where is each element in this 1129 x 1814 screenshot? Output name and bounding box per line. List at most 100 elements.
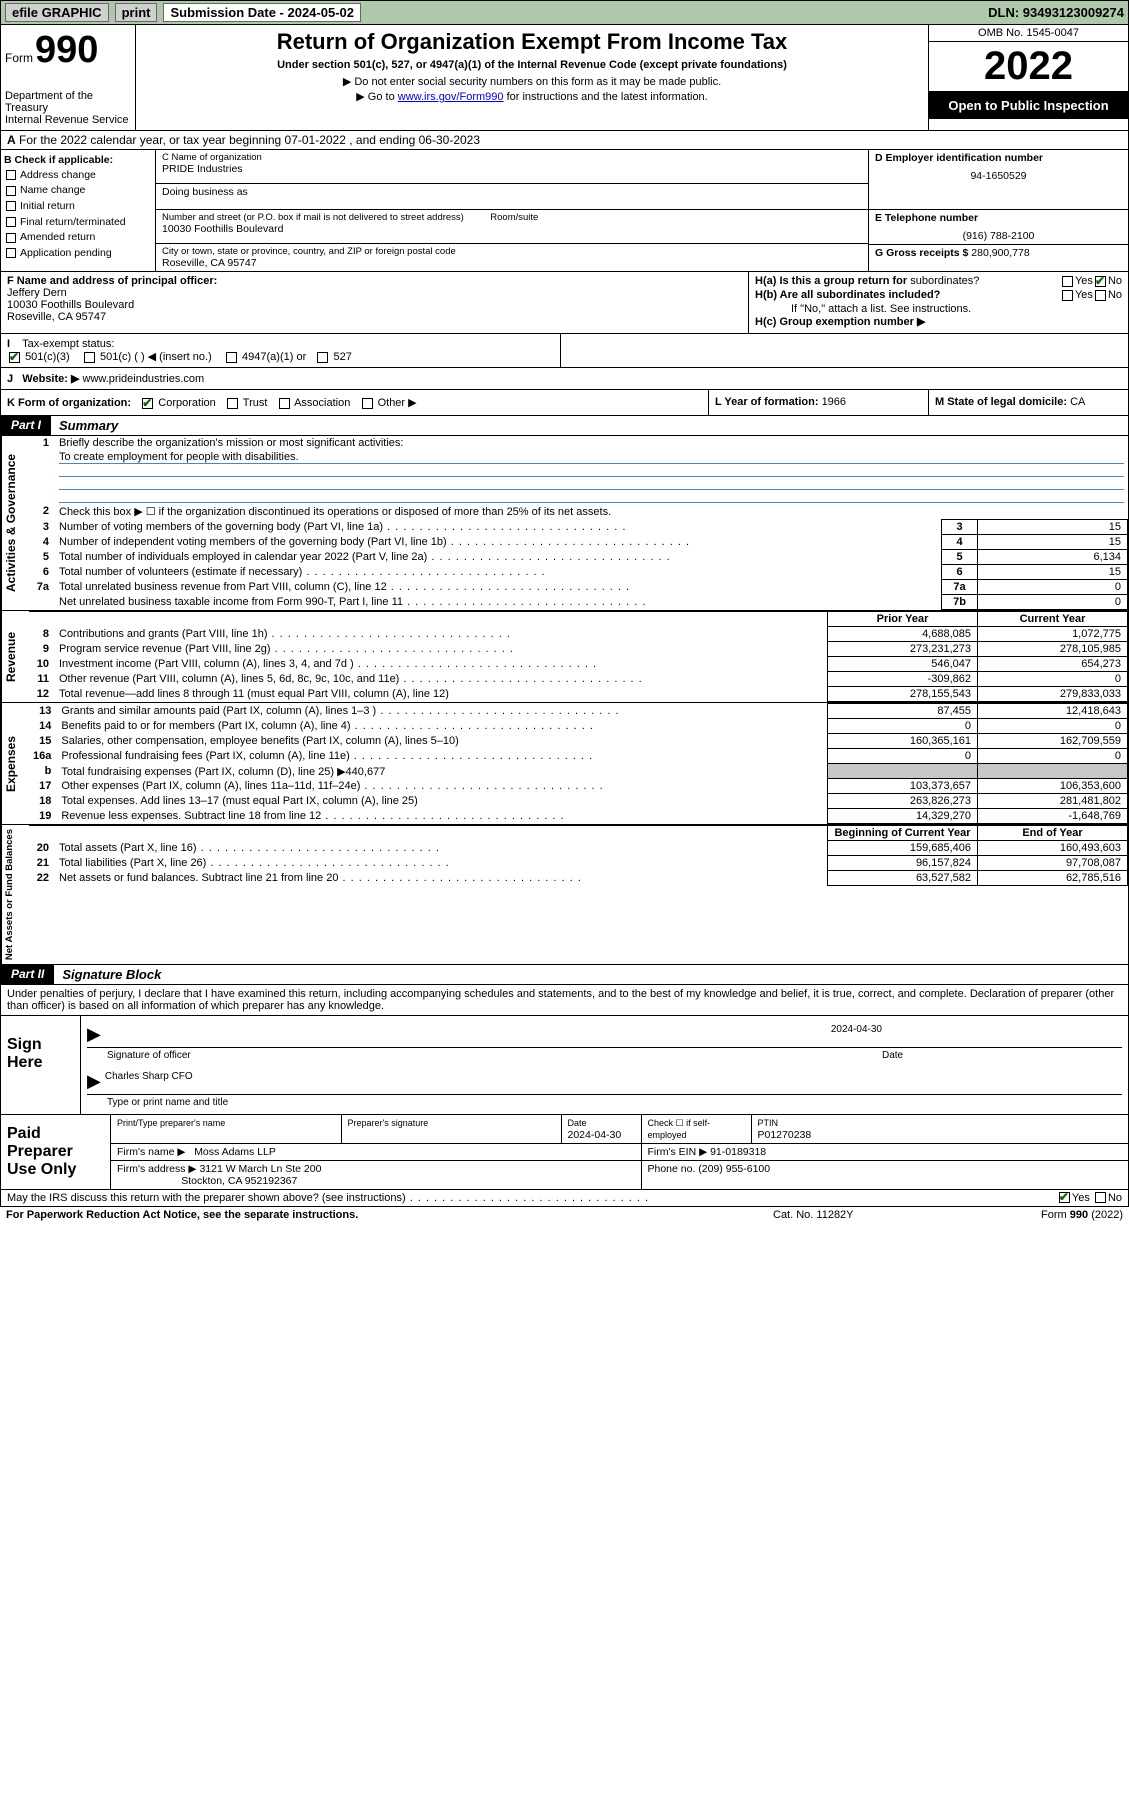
- chk-application-pending[interactable]: Application pending: [4, 246, 152, 261]
- sig-officer-lbl: Signature of officer: [87, 1050, 882, 1061]
- hdr-prior: Prior Year: [828, 612, 978, 627]
- form-word: Form: [5, 51, 33, 65]
- ha-yes[interactable]: [1062, 276, 1073, 287]
- org-name-cell: C Name of organization PRIDE Industries: [156, 150, 868, 184]
- discuss-no[interactable]: [1095, 1192, 1106, 1203]
- sig-name-lbl: Type or print name and title: [87, 1097, 1122, 1108]
- print-button[interactable]: print: [115, 3, 158, 22]
- b-label: B Check if applicable:: [4, 153, 152, 168]
- part2-tag: Part II: [1, 965, 54, 984]
- h-block: H(a) Is this a group return for subordin…: [748, 272, 1128, 333]
- fhijk-block: F Name and address of principal officer:…: [0, 272, 1129, 416]
- netassets-section: Net Assets or Fund Balances Beginning of…: [0, 825, 1129, 965]
- line7b-val: 0: [978, 595, 1128, 610]
- pra-notice: For Paperwork Reduction Act Notice, see …: [6, 1209, 773, 1221]
- department: Department of the Treasury: [5, 90, 131, 114]
- vtab-governance: Activities & Governance: [1, 436, 29, 610]
- form-year-block: OMB No. 1545-0047 2022 Open to Public In…: [928, 25, 1128, 130]
- line7a-val: 0: [978, 580, 1128, 595]
- governance-section: Activities & Governance 1Briefly describ…: [0, 436, 1129, 611]
- chk-address-change[interactable]: Address change: [4, 168, 152, 183]
- line4-desc: Number of independent voting members of …: [55, 535, 942, 550]
- chk-4947[interactable]: [226, 352, 237, 363]
- hb-yes[interactable]: [1062, 290, 1073, 301]
- hdr-end: End of Year: [978, 826, 1128, 841]
- dba-cell: Doing business as: [156, 184, 868, 210]
- firm-name: Moss Adams LLP: [194, 1146, 276, 1158]
- line20-prior: 159,685,406: [828, 841, 978, 856]
- line12-prior: 278,155,543: [828, 687, 978, 702]
- ein-value: 94-1650529: [875, 170, 1122, 182]
- revenue-section: Revenue Prior YearCurrent Year 8Contribu…: [0, 611, 1129, 703]
- firm-phone: (209) 955-6100: [698, 1163, 770, 1175]
- line21-prior: 96,157,824: [828, 856, 978, 871]
- irs-label: Internal Revenue Service: [5, 114, 131, 126]
- line9-prior: 273,231,273: [828, 642, 978, 657]
- line22-prior: 63,527,582: [828, 871, 978, 886]
- form-title-block: Return of Organization Exempt From Incom…: [136, 25, 928, 130]
- i-tax-status: I Tax-exempt status: 501(c)(3) 501(c) ( …: [1, 334, 561, 367]
- chk-trust[interactable]: [227, 398, 238, 409]
- ha-no[interactable]: [1095, 276, 1106, 287]
- line2-desc: Check this box ▶ ☐ if the organization d…: [55, 504, 1128, 520]
- line16b-shade1: [828, 764, 978, 779]
- part1-title: Summary: [51, 416, 126, 435]
- line4-val: 15: [978, 535, 1128, 550]
- street-cell: Number and street (or P.O. box if mail i…: [156, 210, 868, 244]
- line15-desc: Salaries, other compensation, employee b…: [57, 734, 827, 749]
- submission-date: Submission Date - 2024-05-02: [163, 3, 361, 22]
- chk-corp[interactable]: [142, 398, 153, 409]
- preparer-label: Paid Preparer Use Only: [1, 1115, 111, 1189]
- preparer-block: Paid Preparer Use Only Print/Type prepar…: [0, 1115, 1129, 1190]
- line8-desc: Contributions and grants (Part VIII, lin…: [55, 627, 828, 642]
- line10-desc: Investment income (Part VIII, column (A)…: [55, 657, 828, 672]
- k-form-org: K Form of organization: Corporation Trus…: [1, 390, 708, 415]
- hdr-begin: Beginning of Current Year: [828, 826, 978, 841]
- line5-val: 6,134: [978, 550, 1128, 565]
- irs-link[interactable]: www.irs.gov/Form990: [398, 91, 504, 103]
- form-title: Return of Organization Exempt From Incom…: [144, 29, 920, 55]
- discuss-yes[interactable]: [1059, 1192, 1070, 1203]
- line15-prior: 160,365,161: [828, 734, 978, 749]
- form-id-block: Form 990 Department of the Treasury Inte…: [1, 25, 136, 130]
- firm-addr1: 3121 W March Ln Ste 200: [199, 1163, 321, 1175]
- line17-prior: 103,373,657: [828, 779, 978, 794]
- phone-value: (916) 788-2100: [875, 230, 1122, 242]
- hdr-current: Current Year: [978, 612, 1128, 627]
- l-year-formation: L Year of formation: 1966: [708, 390, 928, 415]
- city-state-zip: Roseville, CA 95747: [162, 257, 862, 269]
- line21-curr: 97,708,087: [978, 856, 1128, 871]
- city-cell: City or town, state or province, country…: [156, 244, 868, 271]
- line19-prior: 14,329,270: [828, 809, 978, 824]
- sig-date-val: 2024-04-30: [831, 1024, 882, 1035]
- chk-initial-return[interactable]: Initial return: [4, 199, 152, 214]
- line22-curr: 62,785,516: [978, 871, 1128, 886]
- chk-other[interactable]: [362, 398, 373, 409]
- line7a-desc: Total unrelated business revenue from Pa…: [55, 580, 942, 595]
- discuss-text: May the IRS discuss this return with the…: [7, 1192, 1057, 1204]
- f-officer: F Name and address of principal officer:…: [1, 272, 748, 333]
- hb-no[interactable]: [1095, 290, 1106, 301]
- vtab-expenses: Expenses: [1, 703, 29, 824]
- line21-desc: Total liabilities (Part X, line 26): [55, 856, 828, 871]
- chk-final-return[interactable]: Final return/terminated: [4, 215, 152, 230]
- chk-501c[interactable]: [84, 352, 95, 363]
- chk-527[interactable]: [317, 352, 328, 363]
- line19-desc: Revenue less expenses. Subtract line 18 …: [57, 809, 827, 824]
- line6-val: 15: [978, 565, 1128, 580]
- line9-desc: Program service revenue (Part VIII, line…: [55, 642, 828, 657]
- website-value: www.prideindustries.com: [83, 373, 205, 385]
- line17-desc: Other expenses (Part IX, column (A), lin…: [57, 779, 827, 794]
- chk-501c3[interactable]: [9, 352, 20, 363]
- prep-date: 2024-04-30: [568, 1129, 622, 1141]
- form-header: Form 990 Department of the Treasury Inte…: [0, 25, 1129, 131]
- chk-assoc[interactable]: [279, 398, 290, 409]
- prep-self-emp[interactable]: Check ☐ if self-employed: [648, 1118, 711, 1140]
- col-d-ein: D Employer identification number 94-1650…: [868, 150, 1128, 184]
- chk-amended-return[interactable]: Amended return: [4, 230, 152, 245]
- line11-prior: -309,862: [828, 672, 978, 687]
- chk-name-change[interactable]: Name change: [4, 183, 152, 198]
- line13-prior: 87,455: [828, 704, 978, 719]
- efile-button[interactable]: efile GRAPHIC: [5, 3, 109, 22]
- line14-curr: 0: [978, 719, 1128, 734]
